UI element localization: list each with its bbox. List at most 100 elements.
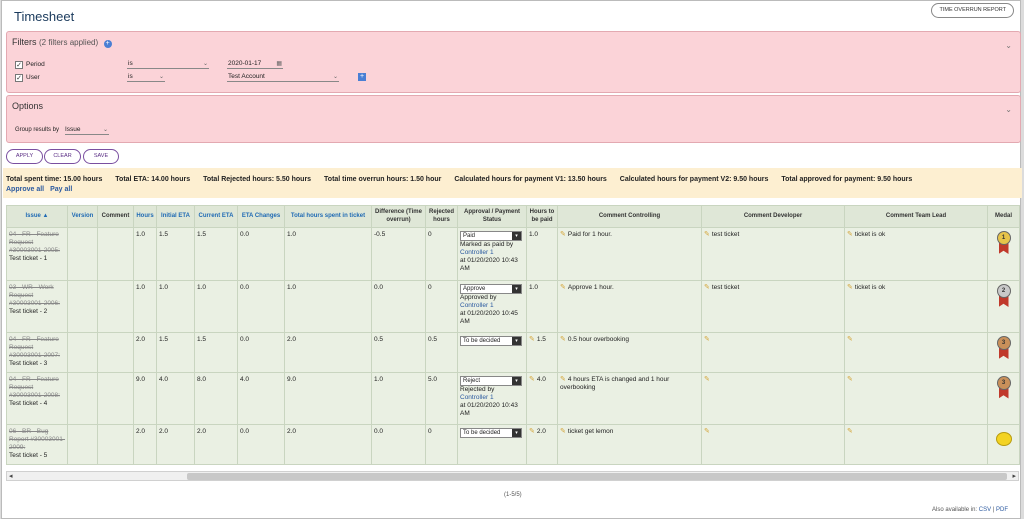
status-select[interactable]: To be decided ▾ — [460, 427, 522, 438]
status-user-link[interactable]: Controller 1 — [460, 249, 494, 257]
status-select[interactable]: To be decided ▾ — [460, 336, 522, 346]
total-payment-v2: Calculated hours for payment V2: 9.50 ho… — [619, 176, 769, 183]
edit-pencil-icon[interactable]: ✎ — [704, 375, 710, 383]
time-overrun-report-button[interactable]: TIME OVERRUN REPORT — [931, 3, 1014, 18]
chevron-down-icon: ⌄ — [158, 74, 164, 80]
total-overrun: Total time overrun hours: 1.50 hour — [324, 176, 442, 183]
filter-row-period: ✓ Period is ⌄ 2020-01-17 ▦ — [15, 60, 375, 71]
export-pdf-link[interactable]: PDF — [996, 507, 1008, 513]
col-current-eta[interactable]: Current ETA — [194, 205, 238, 228]
col-issue[interactable]: Issue ▲ — [6, 205, 68, 228]
hours-cell: 9.0 — [133, 371, 157, 425]
edit-pencil-icon[interactable]: ✎ — [704, 427, 710, 435]
apply-button[interactable]: APPLY — [6, 149, 43, 164]
issue-ref-link[interactable]: 04 - FR - Feature Request #30003001-2007… — [9, 336, 60, 360]
eta-changes-cell: 4.0 — [237, 371, 285, 425]
scroll-left-icon[interactable]: ◂ — [9, 473, 13, 480]
status-value: Reject — [463, 377, 481, 384]
issue-ref-link[interactable]: 04 - FR - Feature Request #30003001-2008… — [9, 375, 60, 399]
period-checkbox[interactable]: ✓ — [15, 61, 23, 69]
period-date-input[interactable]: 2020-01-17 ▦ — [227, 60, 283, 69]
chevron-down-icon: ⌄ — [102, 127, 108, 133]
issue-ref-link[interactable]: 06 - BR - Bug Report #30003001-2009: — [9, 427, 66, 451]
col-comment-developer: Comment Developer — [701, 205, 845, 228]
status-time: at 01/20/2020 10:43 AM — [460, 401, 518, 417]
options-title[interactable]: Options — [12, 101, 44, 111]
calendar-icon[interactable]: ▦ — [276, 61, 282, 67]
col-version[interactable]: Version — [67, 205, 98, 228]
col-hours[interactable]: Hours — [133, 205, 157, 228]
edit-pencil-icon[interactable]: ✎ — [704, 284, 710, 291]
status-select[interactable]: Reject ▾ — [460, 375, 522, 386]
totals-line: Total spent time: 15.00 hours Total ETA:… — [6, 176, 923, 183]
horizontal-scrollbar[interactable]: ◂ ▸ — [6, 471, 1019, 481]
user-checkbox[interactable]: ✓ — [15, 74, 23, 82]
edit-pencil-icon[interactable]: ✎ — [529, 375, 535, 383]
hours-cell: 1.0 — [133, 227, 157, 281]
hours-paid-value: 1.5 — [536, 336, 546, 343]
add-filter-icon[interactable]: + — [103, 40, 112, 48]
clear-button[interactable]: CLEAR — [44, 149, 81, 164]
comment-cell — [97, 227, 134, 281]
dropdown-arrow-icon: ▾ — [512, 232, 521, 240]
chevron-down-icon: ⌄ — [332, 74, 338, 80]
status-select[interactable]: Paid ▾ — [460, 231, 522, 241]
col-total-hours[interactable]: Total hours spent in ticket — [284, 205, 372, 228]
edit-pencil-icon[interactable]: ✎ — [847, 284, 853, 291]
issue-ref-link[interactable]: 04 - FR - Feature Request #30003001-2005… — [9, 231, 60, 255]
comment-teamlead-cell: ✎ — [844, 332, 988, 373]
edit-pencil-icon[interactable]: ✎ — [560, 231, 566, 238]
edit-pencil-icon[interactable]: ✎ — [529, 427, 535, 435]
rejected-cell: 0 — [425, 280, 458, 333]
eta-changes-cell: 0.0 — [237, 227, 285, 281]
group-results-select[interactable]: Issue ⌄ — [65, 126, 109, 135]
comment-developer-cell: ✎ test ticket — [701, 227, 845, 281]
edit-pencil-icon[interactable]: ✎ — [560, 427, 566, 435]
pay-all-link[interactable]: Pay all — [50, 186, 73, 193]
issue-ref-link[interactable]: 03 - WR - Work Request #30003001-2006: — [9, 284, 60, 308]
filters-title[interactable]: Filters (2 filters applied) + — [12, 37, 112, 48]
status-select[interactable]: Approve ▾ — [460, 284, 522, 294]
user-operator-select[interactable]: is ⌄ — [127, 73, 165, 82]
comment-text: ticket is ok — [854, 231, 886, 238]
add-user-value-icon[interactable]: + — [358, 73, 366, 81]
issue-cell: 03 - WR - Work Request #30003001-2006: T… — [6, 280, 68, 333]
approval-cell: Approve ▾ Approved by Controller 1 at 01… — [457, 280, 527, 333]
status-user-link[interactable]: Controller 1 — [460, 393, 494, 401]
edit-pencil-icon[interactable]: ✎ — [529, 336, 535, 343]
edit-pencil-icon[interactable]: ✎ — [704, 336, 710, 343]
col-initial-eta[interactable]: Initial ETA — [156, 205, 195, 228]
eta-changes-cell: 0.0 — [237, 332, 285, 373]
edit-pencil-icon[interactable]: ✎ — [847, 336, 853, 343]
scrollbar-thumb[interactable] — [187, 473, 1007, 480]
total-hours-cell: 9.0 — [284, 371, 372, 425]
export-csv-link[interactable]: CSV — [978, 507, 992, 513]
approve-all-link[interactable]: Approve all — [6, 186, 45, 193]
edit-pencil-icon[interactable]: ✎ — [560, 375, 566, 383]
col-hours-paid: Hours to be paid — [526, 205, 558, 228]
edit-pencil-icon[interactable]: ✎ — [704, 231, 710, 238]
save-button[interactable]: SAVE — [83, 149, 119, 164]
scroll-right-icon[interactable]: ▸ — [1012, 473, 1016, 480]
edit-pencil-icon[interactable]: ✎ — [560, 284, 566, 291]
edit-pencil-icon[interactable]: ✎ — [847, 375, 853, 383]
edit-pencil-icon[interactable]: ✎ — [847, 427, 853, 435]
medal-cell: 1 — [987, 227, 1020, 281]
total-hours-cell: 2.0 — [284, 423, 372, 465]
current-eta-cell: 1.0 — [194, 280, 238, 333]
total-hours-cell: 1.0 — [284, 280, 372, 333]
filters-collapse-chevron-icon[interactable]: ⌄ — [1005, 41, 1012, 50]
col-eta-changes[interactable]: ETA Changes — [237, 205, 285, 228]
rejected-cell: 0 — [425, 423, 458, 465]
edit-pencil-icon[interactable]: ✎ — [847, 231, 853, 238]
options-collapse-chevron-icon[interactable]: ⌄ — [1005, 105, 1012, 114]
group-results-label: Group results by — [15, 127, 60, 133]
comment-controlling-cell: ✎ Approve 1 hour. — [557, 280, 702, 333]
difference-cell: 1.0 — [371, 371, 426, 425]
comment-text: 4 hours ETA is changed and 1 hour overbo… — [560, 375, 670, 392]
dropdown-arrow-icon: ▾ — [512, 285, 521, 293]
period-operator-select[interactable]: is ⌄ — [127, 60, 209, 69]
status-user-link[interactable]: Controller 1 — [460, 302, 494, 310]
edit-pencil-icon[interactable]: ✎ — [560, 336, 566, 343]
user-value-select[interactable]: Test Account ⌄ — [227, 73, 339, 82]
